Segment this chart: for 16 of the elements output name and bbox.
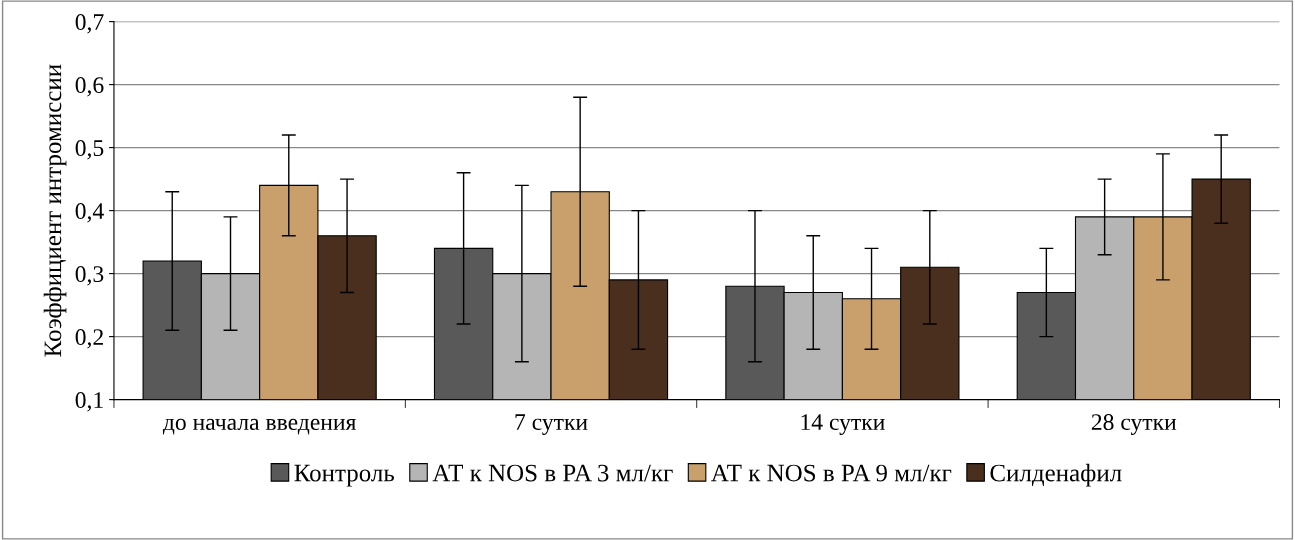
y-tick-label: 0,3 (75, 266, 104, 286)
y-tick-label: 0,6 (75, 77, 104, 97)
y-tick-label: 0,5 (75, 140, 104, 160)
legend-label: АТ к NOS в PA 9 мл/кг (711, 464, 952, 482)
y-axis-title: Коэффициент интромиссии (43, 64, 67, 357)
x-tick-label: 28 сутки (1091, 414, 1177, 435)
legend-label: Силденафил (990, 463, 1122, 487)
x-tick-label: 14 сутки (801, 414, 885, 435)
y-tick-label: 0,4 (75, 203, 104, 223)
y-tick-label: 0,7 (75, 14, 104, 34)
x-tick-label: до начала введения (162, 418, 356, 435)
x-tick-label: 7 сутки (515, 414, 588, 435)
y-tick-label: 0,2 (75, 329, 103, 349)
y-tick-label: 0,1 (75, 392, 103, 412)
legend-label: АТ к NOS в PA 3 мл/кг (432, 464, 673, 482)
legend-label: Контроль (294, 464, 395, 487)
